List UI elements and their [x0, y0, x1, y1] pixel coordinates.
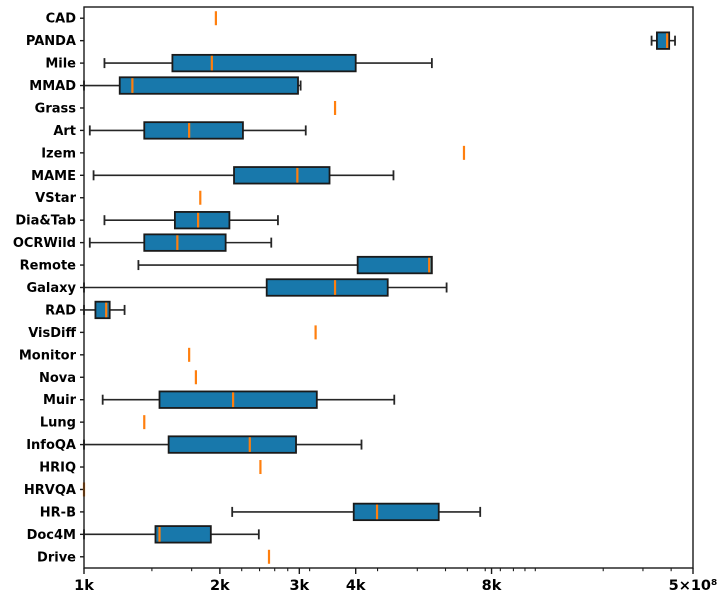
category-label: Lung [40, 416, 76, 431]
x-tick-label: 8k [482, 578, 502, 594]
category-label: VisDiff [28, 326, 76, 341]
category-label: Monitor [19, 348, 77, 363]
category-label: CAD [46, 12, 77, 27]
category-label: OCRWild [13, 236, 76, 251]
category-label: Galaxy [26, 281, 76, 296]
x-tick-label: 5×10⁸ [669, 578, 718, 594]
category-label: MAME [31, 169, 76, 184]
box [158, 390, 318, 409]
category-label: MMAD [29, 79, 76, 94]
category-label: Remote [20, 259, 77, 274]
box [154, 525, 212, 544]
category-label: Izem [41, 146, 76, 161]
x-tick-label: 2k [210, 578, 230, 594]
box [143, 233, 227, 252]
category-label: HR-B [40, 505, 76, 520]
category-label: Doc4M [27, 528, 76, 543]
category-label: Mile [45, 57, 76, 72]
box [356, 255, 433, 275]
box [171, 53, 357, 73]
box [233, 166, 331, 185]
box [265, 278, 389, 297]
plot-frame [83, 6, 694, 569]
category-label: Art [53, 124, 76, 139]
category-label: Muir [43, 393, 77, 408]
category-label: Nova [39, 371, 76, 386]
box [173, 211, 231, 230]
category-label: PANDA [26, 34, 76, 49]
box [167, 435, 297, 454]
x-tick-label: 3k [289, 578, 309, 594]
category-label: HRVQA [24, 483, 76, 498]
box [352, 502, 440, 522]
box [94, 300, 111, 320]
category-label: HRIQ [39, 461, 76, 476]
box [143, 121, 244, 140]
category-label: Grass [35, 101, 77, 116]
x-tick-label: 1k [74, 578, 94, 594]
category-label: Dia&Tab [15, 214, 76, 229]
category-label: Drive [37, 550, 76, 565]
category-label: InfoQA [26, 438, 76, 453]
category-label: RAD [45, 303, 76, 318]
x-tick-label: 4k [346, 578, 366, 594]
box [118, 76, 299, 95]
category-label: VStar [35, 191, 76, 206]
